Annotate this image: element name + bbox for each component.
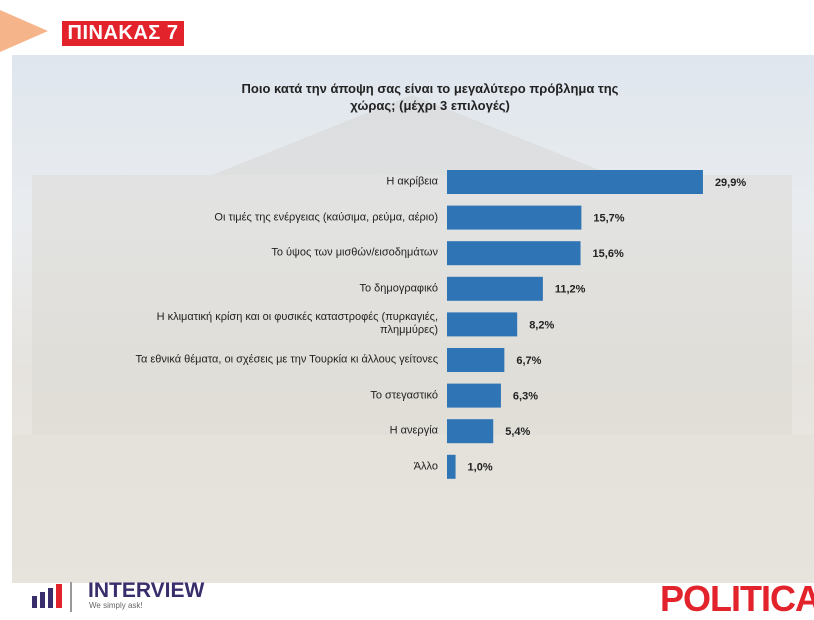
category-label: Τα εθνικά θέματα, οι σχέσεις με την Τουρ… bbox=[135, 353, 438, 366]
bar bbox=[447, 454, 456, 479]
bar bbox=[447, 383, 501, 408]
background bbox=[12, 55, 814, 583]
bar bbox=[447, 241, 581, 266]
value-label: 29,9% bbox=[715, 177, 746, 189]
bar bbox=[447, 276, 543, 301]
logo-text: INTERVIEW bbox=[88, 579, 205, 602]
arrow-decoration bbox=[0, 10, 48, 52]
bar bbox=[447, 205, 582, 230]
bar bbox=[447, 170, 703, 194]
logo-icon bbox=[32, 582, 72, 612]
bar bbox=[447, 348, 505, 372]
value-label: 15,7% bbox=[593, 213, 624, 225]
header-label: ΠΙΝΑΚΑΣ 7 bbox=[62, 21, 184, 46]
category-label: Το δημογραφικό bbox=[359, 282, 438, 295]
value-label: 1,0% bbox=[468, 462, 493, 474]
bar bbox=[447, 312, 518, 337]
value-label: 11,2% bbox=[555, 284, 586, 296]
logo-tagline: We simply ask! bbox=[89, 601, 143, 610]
brand: POLITICAL bbox=[660, 578, 814, 619]
category-label: Το στεγαστικό bbox=[370, 389, 438, 402]
category-label: Οι τιμές της ενέργειας (καύσιμα, ρεύμα, … bbox=[214, 211, 438, 224]
value-label: 8,2% bbox=[529, 319, 554, 331]
value-label: 15,6% bbox=[593, 248, 624, 260]
category-label: Το ύψος των μισθών/εισοδημάτων bbox=[271, 246, 438, 259]
category-label: Η ανεργία bbox=[389, 424, 438, 437]
chart-title: Ποιο κατά την άποψη σας είναι το μεγαλύτ… bbox=[241, 81, 619, 113]
value-label: 5,4% bbox=[505, 426, 530, 438]
background-art bbox=[12, 95, 814, 583]
value-label: 6,7% bbox=[516, 355, 541, 367]
category-label: Η κλιματική κρίση και οι φυσικές καταστρ… bbox=[156, 311, 438, 337]
bar bbox=[447, 419, 494, 444]
value-label: 6,3% bbox=[513, 391, 538, 403]
category-label: Η ακρίβεια bbox=[386, 175, 438, 188]
category-label: Άλλο bbox=[413, 460, 438, 473]
